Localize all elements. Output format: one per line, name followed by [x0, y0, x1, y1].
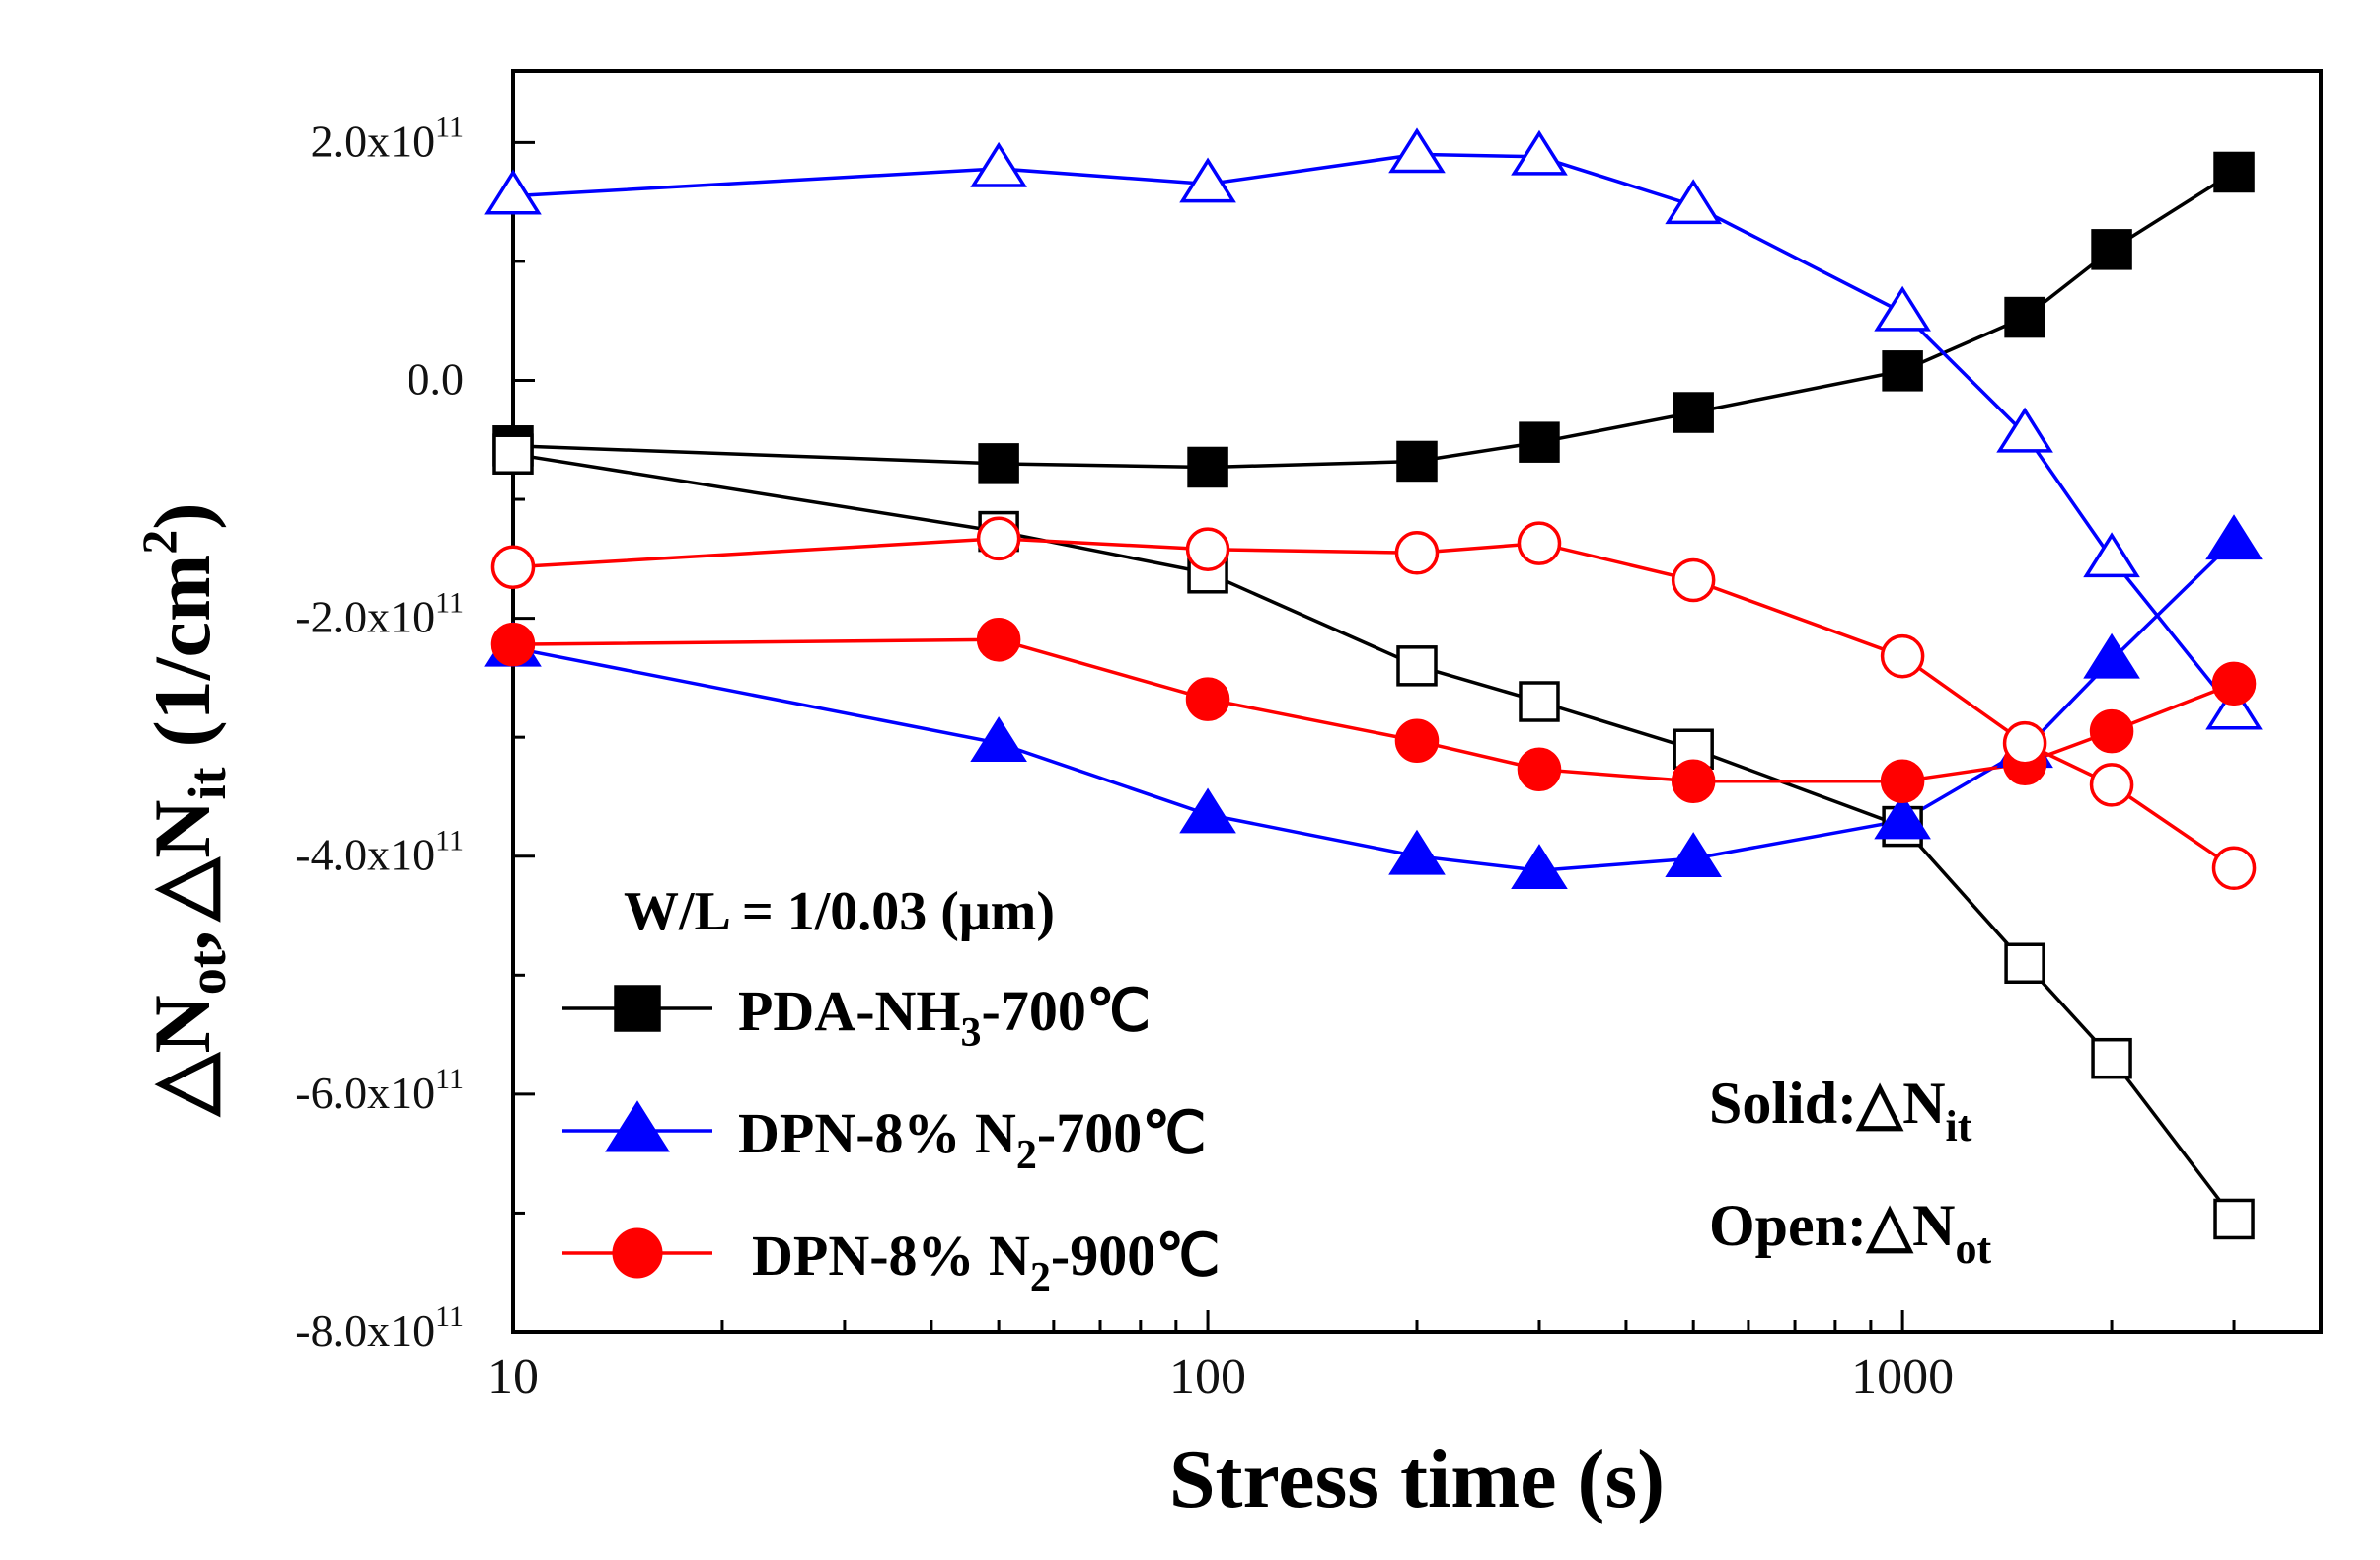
data-point	[1671, 759, 1716, 804]
data-point	[2091, 229, 2132, 270]
data-point	[1388, 829, 1446, 875]
series-line-2	[512, 539, 2236, 872]
data-point	[490, 545, 536, 590]
data-point	[1511, 129, 1568, 176]
data-point	[1673, 392, 1714, 433]
legend-marker	[614, 985, 661, 1032]
data-point	[490, 622, 536, 667]
data-point	[1187, 446, 1228, 488]
y-axis-ticks: 2.0x1011 0.0 -2.0x1011 -4.0x1011 -6.0x1011 -8…	[295, 111, 535, 1356]
series-lines	[512, 152, 2236, 1221]
data-point	[976, 516, 1021, 561]
series-line-1	[512, 452, 2236, 1221]
data-point	[2004, 296, 2045, 338]
y-tick-label: 2.0x1011	[311, 111, 464, 166]
y-tick-label: -4.0x1011	[295, 825, 464, 880]
legend-marker	[612, 1227, 663, 1279]
series-line-4	[512, 637, 2235, 783]
data-point	[1394, 531, 1440, 575]
x-axis-ticks: 10 100 1000	[487, 1310, 2323, 1405]
legend-label: PDA-NH3-700℃	[738, 979, 1151, 1056]
legend-item: PDA-NH3-700℃	[562, 979, 1151, 1056]
data-point	[2205, 514, 2263, 560]
data-point	[2083, 532, 2140, 578]
data-point	[1519, 681, 1560, 722]
data-point	[2089, 708, 2134, 754]
data-point	[2205, 684, 2263, 730]
data-point	[1396, 440, 1438, 483]
data-point	[1874, 285, 1931, 332]
data-point	[2211, 661, 2257, 706]
x-tick-label: 1000	[1851, 1349, 1954, 1405]
data-point	[2089, 763, 2134, 807]
data-point	[1880, 633, 1925, 679]
data-point	[1394, 718, 1440, 764]
data-point	[1665, 179, 1722, 225]
data-point	[976, 618, 1021, 662]
data-point	[1511, 844, 1568, 890]
data-point	[1880, 759, 1925, 804]
data-point	[1388, 127, 1446, 174]
data-point	[1882, 350, 1923, 392]
data-point	[1517, 521, 1562, 565]
data-point	[1517, 747, 1562, 791]
data-point	[492, 433, 534, 475]
x-tick-label: 100	[1169, 1349, 1246, 1405]
y-tick-label: -8.0x1011	[295, 1300, 464, 1356]
data-point	[1185, 527, 1230, 571]
data-point	[1996, 407, 2053, 453]
legend-item: DPN-8% N2-700℃	[562, 1100, 1206, 1178]
legend-label: DPN-8% N2-900℃	[752, 1224, 1220, 1300]
data-point	[1671, 557, 1716, 603]
data-point	[1665, 832, 1722, 877]
x-axis-label: Stress time (s)	[1169, 1434, 1665, 1525]
annotation-open: Open:△Not	[1709, 1193, 1992, 1273]
data-point	[1179, 787, 1236, 834]
legend-marker	[605, 1100, 670, 1152]
data-point	[1874, 793, 1931, 840]
data-point	[2083, 632, 2140, 679]
series-line-3	[512, 152, 2236, 712]
y-tick-label: -2.0x1011	[295, 587, 464, 642]
data-point	[970, 716, 1027, 763]
data-point	[1519, 421, 1560, 463]
data-point	[978, 443, 1019, 484]
data-point	[1396, 645, 1438, 687]
data-point	[2004, 942, 2045, 984]
legend: W/L = 1/0.03 (μm) PDA-NH3-700℃ DPN-8% N2-…	[562, 881, 1220, 1300]
y-tick-label: -6.0x1011	[295, 1063, 464, 1118]
y-axis-label: △Not,△Nit(1/cm2)	[131, 502, 237, 1117]
data-point	[970, 141, 1027, 187]
y-tick-label: 0.0	[408, 353, 465, 404]
data-point	[2211, 846, 2257, 891]
data-point	[2213, 151, 2255, 193]
data-point	[2213, 1198, 2255, 1240]
series-line-0	[512, 171, 2235, 470]
annotation-solid: Solid:△Nit	[1709, 1071, 1972, 1151]
data-point	[1179, 157, 1236, 203]
data-point	[484, 169, 542, 215]
series-points	[484, 127, 2263, 1240]
series-line-5	[512, 537, 2235, 870]
legend-label: DPN-8% N2-700℃	[738, 1101, 1206, 1178]
x-tick-label: 10	[487, 1349, 539, 1405]
data-point	[1185, 677, 1230, 721]
legend-item: DPN-8% N2-900℃	[562, 1224, 1220, 1300]
data-point	[2002, 720, 2047, 766]
data-point	[2091, 1037, 2132, 1079]
legend-entries: PDA-NH3-700℃ DPN-8% N2-700℃ DPN-8% N2-900℃	[562, 979, 1220, 1300]
legend-title: W/L = 1/0.03 (μm)	[624, 881, 1055, 942]
